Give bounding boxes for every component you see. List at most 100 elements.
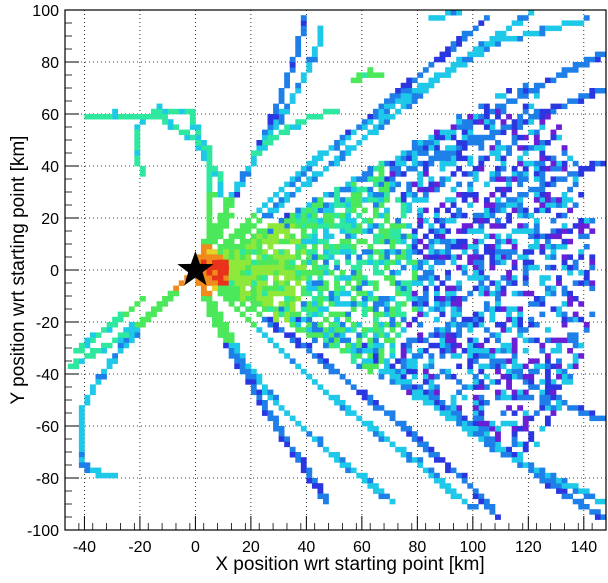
- heatmap-cell: [195, 280, 202, 286]
- heatmap-cell: [384, 264, 390, 271]
- heatmap-cell: [478, 400, 485, 406]
- heatmap-cell: [495, 129, 501, 136]
- heatmap-cell: [345, 275, 352, 281]
- heatmap-cell: [334, 249, 340, 255]
- heatmap-cell: [483, 218, 490, 224]
- heatmap-cell: [439, 134, 446, 141]
- heatmap-cell: [461, 244, 468, 250]
- heatmap-cell: [378, 493, 385, 500]
- heatmap-cell: [261, 233, 268, 240]
- heatmap-cell: [478, 41, 485, 47]
- heatmap-cell: [544, 472, 551, 479]
- heatmap-cell: [495, 41, 501, 47]
- heatmap-cell: [300, 15, 307, 21]
- heatmap-cell: [311, 171, 318, 177]
- heatmap-cell: [522, 145, 529, 151]
- heatmap-cell: [295, 296, 302, 302]
- heatmap-cell: [250, 301, 257, 307]
- heatmap-cell: [295, 249, 302, 255]
- heatmap-cell: [578, 228, 585, 234]
- heatmap-cell: [400, 249, 407, 255]
- heatmap-cell: [384, 306, 390, 312]
- heatmap-cell: [439, 176, 446, 182]
- heatmap-cell: [328, 249, 335, 255]
- heatmap-cell: [212, 171, 218, 177]
- heatmap-cell: [489, 504, 496, 510]
- heatmap-cell: [461, 394, 468, 401]
- heatmap-cell: [245, 223, 252, 229]
- heatmap-cell: [334, 212, 340, 219]
- heatmap-cell: [372, 327, 379, 333]
- heatmap-cell: [517, 394, 524, 401]
- heatmap-cell: [101, 342, 107, 349]
- heatmap-cell: [395, 270, 401, 276]
- heatmap-cell: [311, 218, 318, 224]
- heatmap-cell: [495, 103, 501, 110]
- star-icon: [177, 251, 214, 286]
- heatmap-cell: [428, 62, 435, 68]
- heatmap-cell: [317, 254, 324, 260]
- heatmap-cell: [533, 129, 540, 136]
- heatmap-cell: [422, 389, 429, 396]
- heatmap-cell: [489, 176, 496, 182]
- heatmap-cell: [384, 218, 390, 224]
- heatmap-cell: [517, 322, 524, 328]
- heatmap-cell: [467, 56, 474, 63]
- heatmap-cell: [345, 254, 352, 260]
- heatmap-cell: [428, 275, 435, 281]
- heatmap-cell: [372, 270, 379, 276]
- heatmap-cell: [544, 264, 551, 271]
- heatmap-cell: [511, 316, 518, 323]
- heatmap-cell: [361, 472, 368, 479]
- heatmap-cell: [261, 316, 268, 323]
- heatmap-cell: [323, 233, 329, 240]
- heatmap-cell: [411, 368, 418, 375]
- heatmap-cell: [561, 368, 568, 375]
- heatmap-cell: [406, 150, 413, 156]
- heatmap-cell: [267, 410, 274, 416]
- heatmap-cell: [495, 259, 501, 266]
- heatmap-cell: [273, 400, 279, 406]
- heatmap-cell: [561, 254, 568, 260]
- heatmap-cell: [284, 129, 291, 136]
- heatmap-cell: [483, 420, 490, 427]
- heatmap-cell: [334, 202, 340, 208]
- heatmap-cell: [506, 249, 512, 255]
- heatmap-cell: [528, 431, 535, 437]
- heatmap-cell: [450, 197, 457, 203]
- heatmap-cell: [261, 400, 268, 406]
- heatmap-cell: [384, 98, 390, 104]
- heatmap-cell: [128, 114, 135, 120]
- heatmap-cell: [400, 202, 407, 208]
- heatmap-cell: [361, 332, 368, 338]
- heatmap-cell: [345, 348, 352, 354]
- heatmap-cell: [578, 405, 585, 411]
- heatmap-cell: [550, 155, 557, 162]
- heatmap-cell: [445, 176, 451, 182]
- heatmap-cell: [467, 244, 474, 250]
- heatmap-cell: [389, 342, 396, 349]
- heatmap-cell: [422, 207, 429, 214]
- heatmap-cell: [289, 337, 296, 344]
- heatmap-cell: [256, 296, 263, 302]
- heatmap-cell: [273, 280, 279, 286]
- heatmap-cell: [528, 322, 535, 328]
- heatmap-cell: [578, 62, 585, 68]
- heatmap-cell: [289, 446, 296, 453]
- heatmap-cell: [428, 82, 435, 89]
- heatmap-cell: [467, 140, 474, 146]
- heatmap-cell: [328, 322, 335, 328]
- heatmap-cell: [522, 389, 529, 396]
- heatmap-cell: [295, 244, 302, 250]
- heatmap-cell: [433, 290, 440, 297]
- heatmap-cell: [212, 264, 218, 271]
- heatmap-cell: [472, 410, 479, 416]
- heatmap-cell: [356, 332, 363, 338]
- heatmap-cell: [567, 316, 574, 323]
- heatmap-cell: [378, 212, 385, 219]
- heatmap-cell: [139, 119, 146, 125]
- heatmap-cell: [206, 155, 213, 162]
- heatmap-cell: [284, 306, 291, 312]
- heatmap-cell: [561, 223, 568, 229]
- heatmap-cell: [339, 228, 346, 234]
